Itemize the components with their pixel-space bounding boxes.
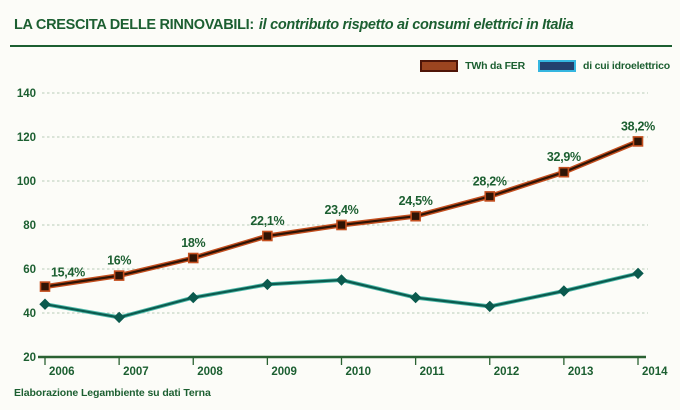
x-axis-label-2006: 2006 (49, 366, 75, 378)
data-label-2011: 24,5% (399, 194, 433, 208)
legend-label: di cui idroelettrico (582, 60, 670, 72)
legend-label: TWh da FER (465, 60, 525, 72)
data-label-2012: 28,2% (473, 174, 507, 188)
legend-item-di-cui-idroelettrico: di cui idroelettrico (537, 60, 670, 72)
data-point-di-cui-idroelettrico-2010 (335, 274, 348, 286)
x-axis-label-2011: 2011 (420, 366, 446, 378)
data-label-2007: 16% (107, 254, 131, 268)
data-point-twh-da-fer-2011 (410, 210, 421, 222)
title-underline (10, 45, 672, 47)
x-axis-label-2012: 2012 (494, 366, 520, 378)
data-point-twh-da-fer-2007 (113, 270, 125, 281)
data-point-twh-da-fer-2008 (187, 252, 199, 264)
x-axis-label-2010: 2010 (346, 366, 372, 378)
y-axis-label-80: 80 (23, 220, 36, 232)
data-point-di-cui-idroelettrico-2012 (484, 300, 496, 313)
source-caption: Elaborazione Legambiente su dati Terna (14, 387, 211, 399)
series-twh-da-fer: 15,4% 16% 18% 22,1% 23,4% 24,5% 28,2% 32,9% 38,2… (39, 119, 655, 292)
y-axis-label-40: 40 (23, 308, 36, 320)
series-di-cui-idroelettrico (39, 267, 644, 324)
x-axis-label-2009: 2009 (271, 366, 297, 378)
x-axis-label-2007: 2007 (123, 366, 149, 378)
data-label-2013: 32,9% (547, 150, 581, 164)
data-label-2006: 15,4% (51, 266, 85, 280)
data-point-di-cui-idroelettrico-2008 (187, 291, 199, 304)
data-point-di-cui-idroelettrico-2006 (39, 298, 51, 310)
x-axis-label-2014: 2014 (642, 366, 668, 378)
y-axis-label-20: 20 (23, 352, 36, 364)
data-label-2008: 18% (181, 236, 205, 250)
x-axis-label-2008: 2008 (197, 366, 223, 378)
data-point-di-cui-idroelettrico-2014 (632, 267, 644, 280)
data-label-2014: 38,2% (621, 119, 655, 133)
data-label-2010: 23,4% (325, 203, 359, 217)
data-point-di-cui-idroelettrico-2013 (558, 285, 570, 297)
y-axis-label-100: 100 (17, 176, 36, 188)
data-point-di-cui-idroelettrico-2007 (113, 311, 125, 324)
data-point-twh-da-fer-2014 (632, 136, 644, 147)
data-point-twh-da-fer-2012 (484, 191, 496, 202)
legend-swatch (420, 60, 459, 72)
legend-swatch (537, 60, 576, 72)
title-emphasis: il contributo rispetto ai consumi elettr… (258, 17, 574, 33)
y-axis-label-140: 140 (17, 88, 36, 100)
y-axis-label-60: 60 (23, 264, 36, 276)
data-point-twh-da-fer-2009 (262, 230, 273, 242)
data-point-twh-da-fer-2010 (336, 219, 347, 231)
data-point-twh-da-fer-2006 (39, 281, 51, 292)
x-axis-label-2013: 2013 (568, 366, 594, 378)
data-point-twh-da-fer-2013 (558, 166, 570, 178)
data-point-di-cui-idroelettrico-2009 (261, 278, 274, 291)
chart-legend: TWh da FER di cui idroelettrico (420, 60, 670, 72)
data-point-di-cui-idroelettrico-2011 (409, 291, 422, 304)
legend-item-twh-da-fer: TWh da FER (420, 60, 525, 72)
title-prefix: LA CRESCITA DELLE RINNOVABILI: (14, 17, 254, 33)
page-title: LA CRESCITA DELLE RINNOVABILI: il contrib… (14, 17, 574, 33)
data-label-2009: 22,1% (250, 214, 284, 228)
y-axis-label-120: 120 (17, 132, 36, 144)
